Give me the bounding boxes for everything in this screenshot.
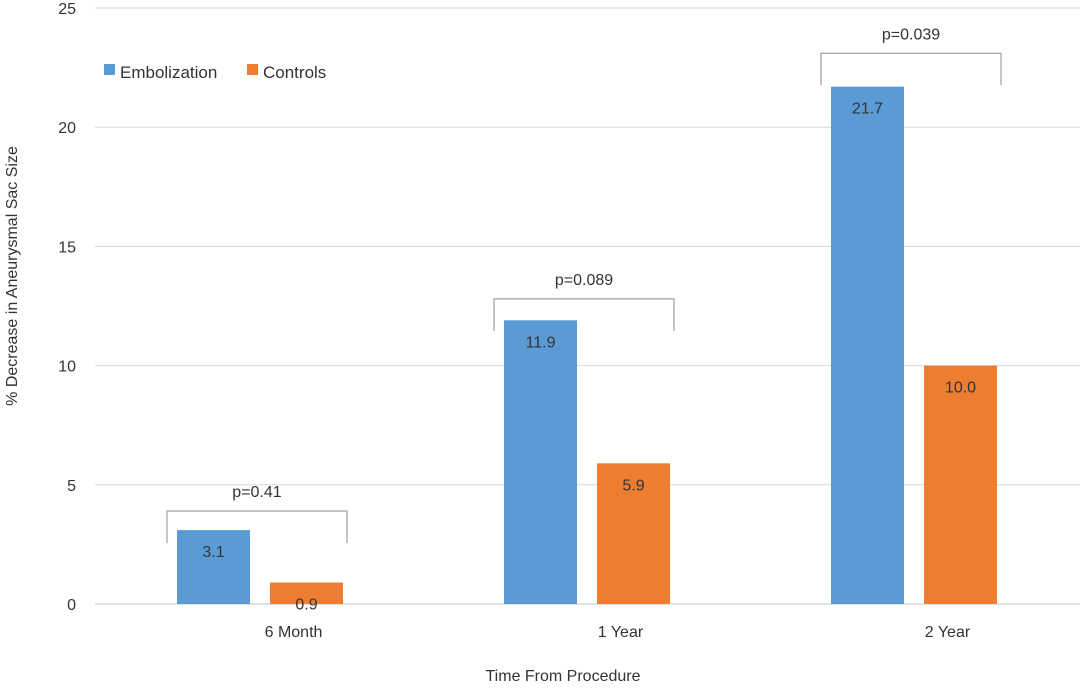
y-tick-label-1: 5 — [67, 478, 76, 495]
data-label-embolization-1: 11.9 — [526, 334, 556, 351]
significance-bracket-2 — [820, 52, 1002, 86]
x-axis-title: Time From Procedure — [486, 668, 641, 685]
x-tick-label-2: 2 Year — [925, 624, 971, 641]
y-tick-label-2: 10 — [58, 359, 76, 376]
bar-embolization-0 — [177, 530, 250, 604]
p-value-label-1: p=0.089 — [555, 272, 613, 289]
bar-controls-2 — [924, 365, 997, 604]
p-value-label-0: p=0.41 — [232, 484, 281, 501]
x-tick-label-0: 6 Month — [265, 624, 323, 641]
data-label-controls-2: 10.0 — [945, 380, 976, 397]
y-tick-label-5: 25 — [58, 1, 76, 18]
y-tick-label-3: 15 — [58, 239, 76, 256]
data-label-embolization-2: 21.7 — [852, 101, 883, 118]
y-tick-label-4: 20 — [58, 120, 76, 137]
bar-embolization-2 — [831, 86, 904, 604]
x-tick-label-1: 1 Year — [598, 624, 644, 641]
data-label-controls-0: 0.9 — [295, 597, 317, 614]
y-tick-label-0: 0 — [67, 597, 76, 614]
significance-bracket-0 — [166, 510, 348, 544]
bar-controls-1 — [597, 463, 670, 604]
significance-bracket-1 — [493, 298, 675, 331]
legend-swatch-controls — [247, 64, 258, 75]
y-axis-title: % Decrease in Aneurysmal Sac Size — [4, 146, 21, 406]
legend-label-controls: Controls — [263, 63, 326, 82]
legend-swatch-embolization — [104, 64, 115, 75]
bar-controls-0 — [270, 582, 343, 604]
bar-embolization-1 — [504, 320, 577, 604]
p-value-label-2: p=0.039 — [882, 26, 940, 43]
legend-label-embolization: Embolization — [120, 63, 217, 82]
data-label-embolization-0: 3.1 — [202, 544, 224, 561]
data-label-controls-1: 5.9 — [622, 477, 644, 494]
